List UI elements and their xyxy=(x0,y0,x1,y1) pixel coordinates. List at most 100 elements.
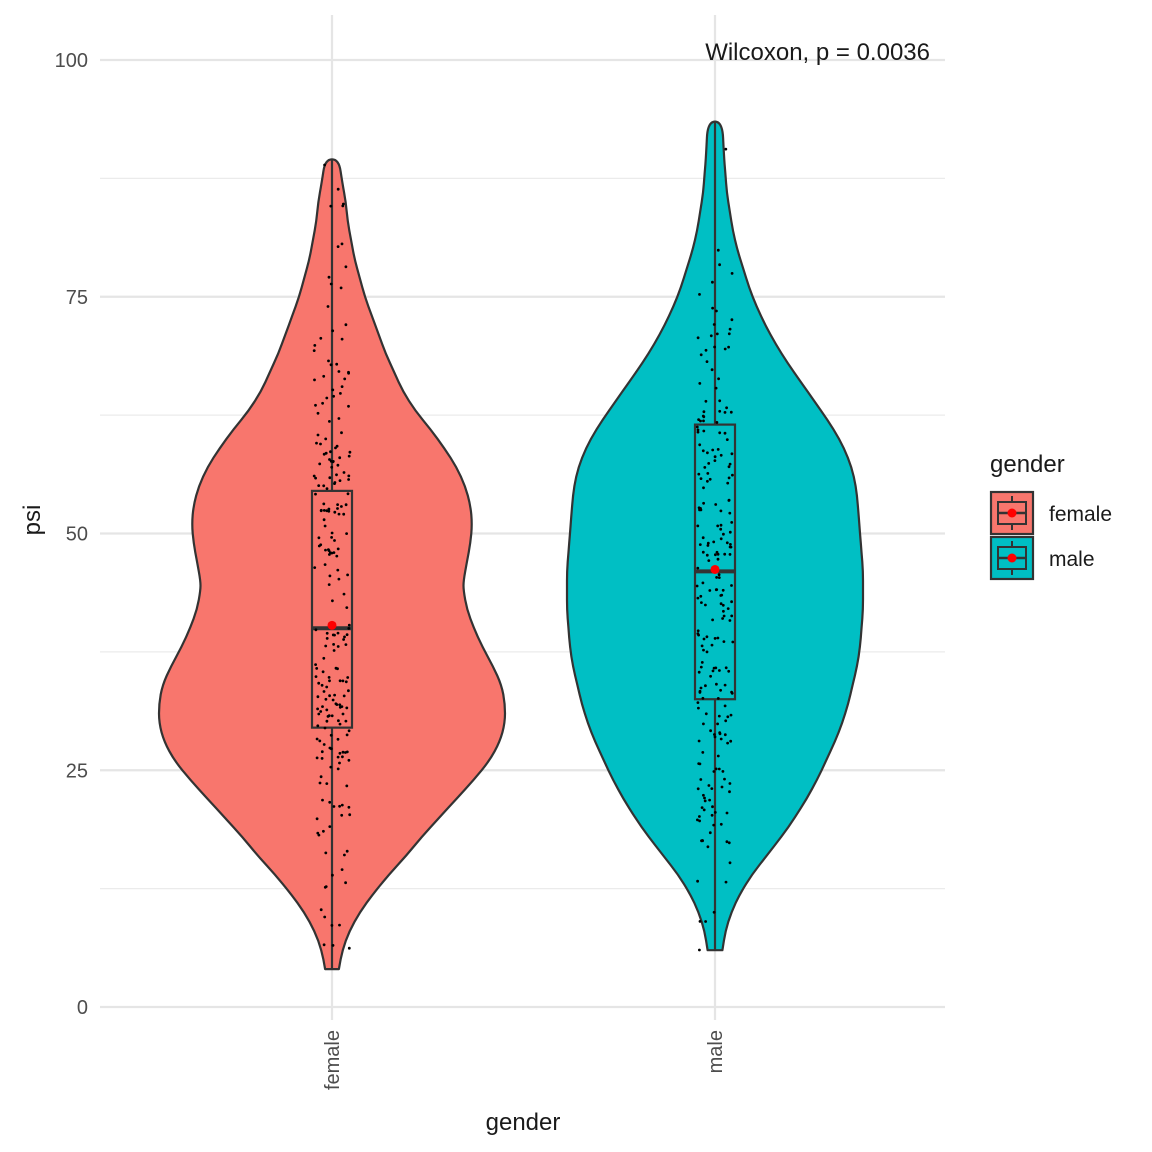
jitter-point xyxy=(338,923,341,927)
jitter-point xyxy=(730,318,734,322)
jitter-point xyxy=(722,609,725,613)
jitter-point xyxy=(329,204,333,208)
x-tick-label: male xyxy=(705,1030,727,1073)
jitter-point xyxy=(730,614,734,618)
jitter-point xyxy=(701,581,705,585)
jitter-point xyxy=(720,785,724,789)
jitter-point xyxy=(702,648,705,652)
jitter-point xyxy=(723,777,726,781)
jitter-point xyxy=(698,293,701,296)
jitter-point xyxy=(318,739,322,743)
jitter-point xyxy=(706,451,709,455)
legend-mean-point xyxy=(1007,508,1017,518)
jitter-point xyxy=(338,761,341,765)
jitter-point xyxy=(712,540,716,544)
jitter-point xyxy=(338,456,342,460)
jitter-point xyxy=(332,394,335,398)
jitter-point xyxy=(717,767,721,771)
jitter-point xyxy=(321,705,324,708)
jitter-point xyxy=(726,607,730,610)
jitter-point xyxy=(322,943,326,947)
jitter-point xyxy=(716,248,720,252)
jitter-point xyxy=(340,868,344,871)
y-tick-label: 0 xyxy=(77,997,88,1019)
jitter-point xyxy=(700,601,703,604)
jitter-point xyxy=(341,755,344,759)
jitter-point xyxy=(698,443,702,447)
jitter-point xyxy=(715,309,718,313)
jitter-point xyxy=(346,492,350,496)
jitter-point xyxy=(337,719,340,723)
jitter-point xyxy=(725,406,728,410)
jitter-point xyxy=(715,576,718,579)
jitter-point xyxy=(703,796,706,800)
jitter-point xyxy=(336,645,340,648)
jitter-point xyxy=(312,474,316,478)
jitter-point xyxy=(729,410,733,414)
jitter-point xyxy=(727,465,731,469)
jitter-point xyxy=(345,532,348,535)
legend-label: male xyxy=(1049,548,1095,571)
jitter-point xyxy=(728,327,732,331)
jitter-point xyxy=(332,805,336,808)
jitter-point xyxy=(315,737,319,741)
jitter-point xyxy=(698,689,702,693)
jitter-point xyxy=(316,695,320,699)
jitter-point xyxy=(330,924,334,927)
jitter-point xyxy=(718,431,722,435)
jitter-point xyxy=(325,782,329,785)
jitter-point xyxy=(717,573,721,577)
jitter-point xyxy=(729,543,732,546)
jitter-point xyxy=(331,944,335,947)
jitter-point xyxy=(343,853,346,857)
jitter-point xyxy=(319,336,323,340)
jitter-point xyxy=(719,509,723,513)
jitter-point xyxy=(336,755,340,759)
jitter-point xyxy=(324,697,328,701)
jitter-point xyxy=(347,946,351,950)
jitter-point xyxy=(719,688,722,692)
mean-point xyxy=(710,564,720,574)
jitter-point xyxy=(716,697,720,700)
jitter-point xyxy=(317,712,321,716)
jitter-point xyxy=(711,280,714,284)
jitter-point xyxy=(322,484,326,488)
jitter-point xyxy=(699,353,703,357)
jitter-point xyxy=(331,329,335,333)
jitter-point xyxy=(724,880,728,884)
jitter-point xyxy=(340,803,344,807)
jitter-point xyxy=(340,431,343,435)
jitter-point xyxy=(704,603,707,607)
jitter-point xyxy=(345,849,349,853)
jitter-point xyxy=(723,347,727,351)
jitter-point xyxy=(314,675,318,678)
jitter-point xyxy=(318,462,322,466)
jitter-point xyxy=(715,332,719,336)
jitter-point xyxy=(717,576,721,579)
jitter-point xyxy=(329,733,333,737)
jitter-point xyxy=(698,762,702,766)
jitter-point xyxy=(719,822,723,826)
jitter-point xyxy=(708,798,711,802)
jitter-point xyxy=(338,751,342,755)
jitter-point xyxy=(711,669,715,673)
jitter-point xyxy=(344,881,347,885)
x-tick-label: female xyxy=(322,1030,344,1090)
jitter-point xyxy=(721,603,725,607)
jitter-point xyxy=(707,462,711,465)
jitter-point xyxy=(325,396,329,400)
jitter-point xyxy=(713,811,717,814)
y-axis-title: psi xyxy=(19,505,46,536)
jitter-point xyxy=(317,833,321,837)
jitter-point xyxy=(323,726,327,730)
jitter-point xyxy=(332,643,335,646)
jitter-point xyxy=(315,667,319,670)
jitter-point xyxy=(704,348,708,352)
jitter-point xyxy=(333,482,336,485)
jitter-point xyxy=(702,808,706,812)
jitter-point xyxy=(340,385,344,388)
jitter-point xyxy=(322,829,325,833)
jitter-point xyxy=(725,840,729,844)
jitter-point xyxy=(335,554,339,558)
jitter-point xyxy=(714,503,718,506)
